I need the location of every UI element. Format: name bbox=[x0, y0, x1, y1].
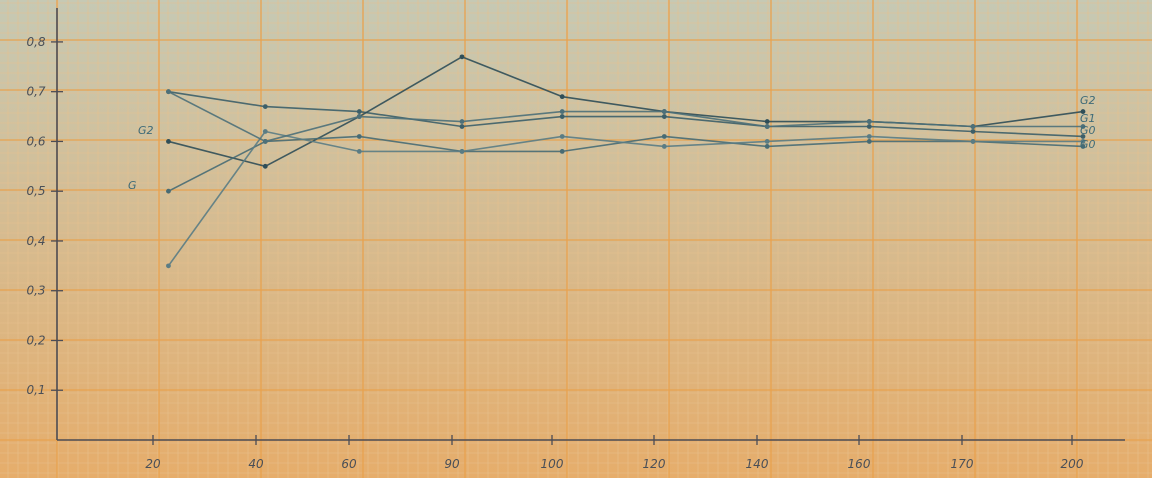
series-layer bbox=[166, 54, 1086, 269]
series-label-right: G2 bbox=[1080, 94, 1096, 107]
x-tick-label: 90 bbox=[444, 457, 460, 471]
data-point bbox=[1080, 139, 1086, 144]
x-tick-label: 160 bbox=[848, 457, 871, 471]
x-tick-label: 40 bbox=[248, 457, 264, 471]
data-point bbox=[559, 109, 565, 114]
data-point bbox=[970, 139, 976, 144]
series-label-right: G1 bbox=[1080, 112, 1096, 125]
data-point bbox=[1080, 124, 1086, 129]
data-point bbox=[866, 134, 872, 139]
data-point bbox=[262, 129, 268, 134]
y-tick-label: 0,5 bbox=[26, 184, 45, 198]
series-line-3 bbox=[168, 135, 1084, 192]
y-tick-label: 0,7 bbox=[26, 85, 45, 99]
y-tick-label: 0,8 bbox=[26, 35, 45, 49]
data-point bbox=[559, 94, 565, 100]
series-line-4 bbox=[167, 130, 1083, 267]
x-tick-label: 200 bbox=[1061, 457, 1084, 471]
data-point bbox=[356, 134, 362, 139]
y-tick-label: 0,3 bbox=[26, 284, 45, 298]
data-point bbox=[166, 89, 171, 95]
data-point bbox=[1080, 109, 1086, 114]
data-point bbox=[970, 124, 976, 129]
data-point bbox=[866, 139, 872, 144]
data-point bbox=[661, 134, 667, 139]
series-line-5 bbox=[168, 90, 1083, 143]
data-point bbox=[459, 119, 465, 124]
series-label-left: G2 bbox=[138, 124, 154, 137]
axes bbox=[56, 8, 1125, 441]
data-point bbox=[661, 109, 667, 114]
data-point bbox=[459, 54, 465, 60]
data-point bbox=[262, 104, 268, 110]
data-point bbox=[459, 148, 465, 154]
y-tick-label: 0,2 bbox=[26, 333, 45, 347]
series-label-left: G bbox=[128, 179, 137, 192]
series-line-1 bbox=[168, 90, 1084, 138]
data-point bbox=[764, 119, 770, 124]
x-tick-label: 100 bbox=[541, 457, 564, 471]
data-point bbox=[559, 148, 565, 154]
x-tick-label: 170 bbox=[951, 457, 974, 471]
data-point bbox=[970, 129, 976, 134]
x-tick-label: 120 bbox=[643, 457, 666, 471]
data-point bbox=[356, 148, 362, 154]
data-point bbox=[356, 114, 362, 119]
x-axis-ticks: 20 40 60 90 100 120 140 160 170 200 bbox=[145, 435, 1084, 471]
data-point bbox=[166, 263, 171, 269]
x-tick-label: 140 bbox=[746, 457, 769, 471]
data-point bbox=[866, 124, 872, 129]
data-point bbox=[459, 124, 465, 129]
y-axis-ticks: 0,1 0,2 0,3 0,4 0,5 0,6 0,7 0,8 bbox=[26, 35, 63, 397]
data-point bbox=[262, 139, 268, 144]
data-point bbox=[764, 124, 770, 129]
series-label-right: G0 bbox=[1080, 124, 1096, 137]
data-point bbox=[356, 109, 362, 114]
data-point bbox=[866, 119, 872, 124]
data-point bbox=[1080, 144, 1086, 149]
y-tick-label: 0,6 bbox=[26, 134, 45, 148]
data-point bbox=[166, 188, 171, 194]
data-point bbox=[559, 134, 565, 139]
x-tick-label: 20 bbox=[145, 457, 161, 471]
x-tick-label: 60 bbox=[341, 457, 357, 471]
data-point bbox=[661, 114, 667, 119]
data-point bbox=[764, 139, 770, 144]
data-point bbox=[559, 114, 565, 119]
series-label-right: G0 bbox=[1080, 138, 1096, 151]
data-point bbox=[166, 139, 171, 144]
data-point bbox=[1080, 134, 1086, 139]
data-point bbox=[661, 144, 667, 149]
data-point bbox=[764, 144, 770, 149]
y-tick-label: 0,1 bbox=[26, 383, 45, 397]
y-tick-label: 0,4 bbox=[26, 234, 45, 248]
data-point bbox=[262, 163, 268, 169]
